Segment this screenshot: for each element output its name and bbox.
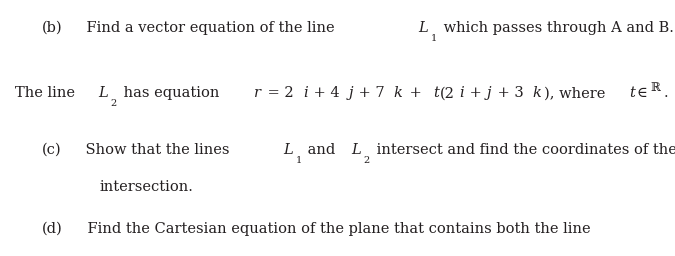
Text: (b): (b): [42, 21, 63, 35]
Text: + 3: + 3: [493, 86, 524, 100]
Text: i: i: [460, 86, 464, 100]
Text: +: +: [405, 86, 427, 100]
Text: t: t: [433, 86, 439, 100]
Text: (2: (2: [440, 86, 455, 100]
Text: L: L: [99, 86, 108, 100]
Text: 1: 1: [431, 34, 437, 43]
Text: ), where: ), where: [544, 86, 610, 100]
Text: (d): (d): [42, 222, 63, 236]
Text: 1: 1: [296, 156, 302, 165]
Text: ℝ: ℝ: [651, 81, 661, 94]
Text: ∈: ∈: [637, 86, 647, 100]
Text: j: j: [487, 86, 491, 100]
Text: i: i: [303, 86, 308, 100]
Text: L: L: [351, 143, 361, 157]
Text: 2: 2: [364, 156, 370, 165]
Text: L: L: [418, 21, 428, 35]
Text: k: k: [533, 86, 541, 100]
Text: r: r: [254, 86, 261, 100]
Text: which passes through A and B.: which passes through A and B.: [439, 21, 674, 35]
Text: .: .: [664, 86, 668, 100]
Text: has equation: has equation: [119, 86, 224, 100]
Text: intersect and find the coordinates of their point of: intersect and find the coordinates of th…: [372, 143, 675, 157]
Text: k: k: [394, 86, 402, 100]
Text: j: j: [348, 86, 353, 100]
Text: intersection.: intersection.: [100, 180, 194, 194]
Text: Show that the lines: Show that the lines: [68, 143, 234, 157]
Text: +: +: [466, 86, 482, 100]
Text: The line: The line: [15, 86, 80, 100]
Text: Find a vector equation of the line: Find a vector equation of the line: [68, 21, 340, 35]
Text: 2: 2: [111, 99, 117, 108]
Text: + 7: + 7: [354, 86, 385, 100]
Text: (c): (c): [42, 143, 61, 157]
Text: Find the Cartesian equation of the plane that contains both the line: Find the Cartesian equation of the plane…: [69, 222, 595, 236]
Text: t: t: [629, 86, 635, 100]
Text: and: and: [304, 143, 340, 157]
Text: L: L: [283, 143, 292, 157]
Text: + 4: + 4: [309, 86, 340, 100]
Text: = 2: = 2: [263, 86, 294, 100]
